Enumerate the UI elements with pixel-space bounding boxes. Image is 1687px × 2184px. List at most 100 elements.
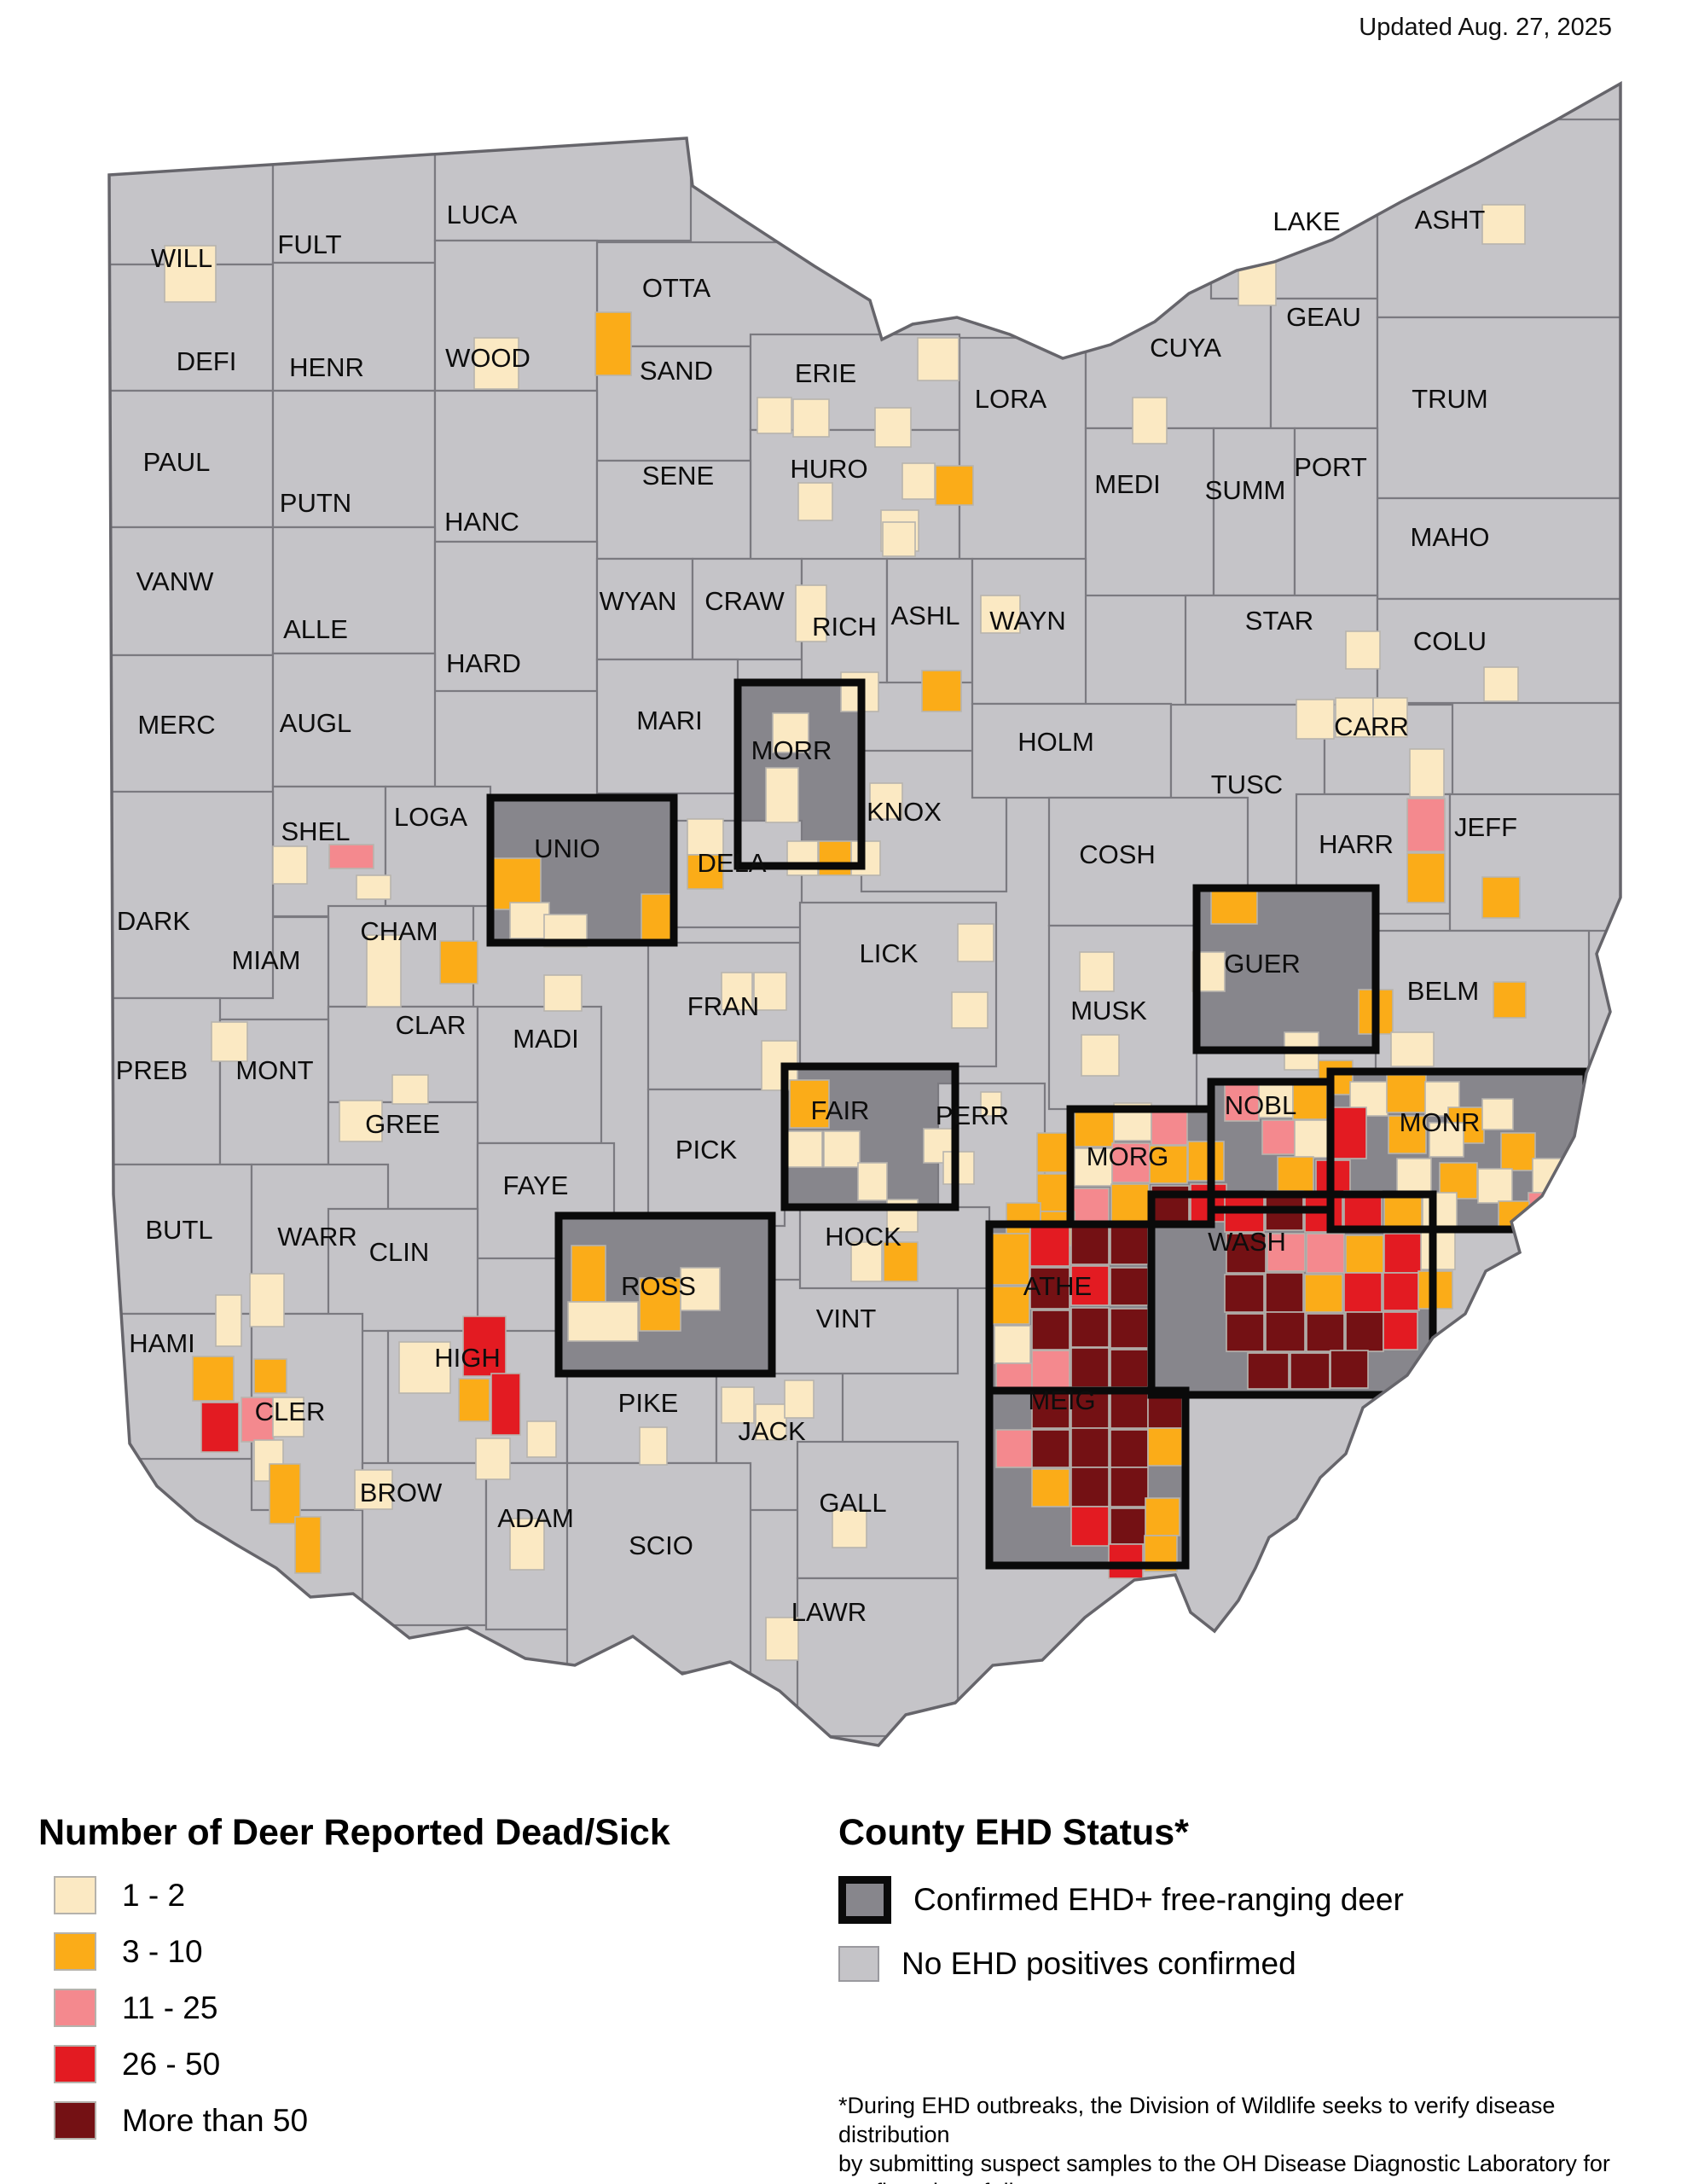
county-label-unio: UNIO bbox=[534, 834, 600, 863]
county-label-harr: HARR bbox=[1319, 829, 1394, 859]
report-mark bbox=[917, 337, 959, 381]
county-label-wood: WOOD bbox=[445, 343, 530, 373]
county-label-trum: TRUM bbox=[1412, 384, 1488, 414]
report-mark bbox=[1409, 748, 1445, 798]
report-mark bbox=[462, 1316, 507, 1377]
report-mark bbox=[594, 311, 632, 376]
report-mark bbox=[1481, 204, 1526, 245]
county-label-gree: GREE bbox=[365, 1109, 440, 1139]
county-shape-preb bbox=[109, 996, 222, 1166]
county-label-henr: HENR bbox=[289, 352, 364, 382]
report-mark bbox=[1226, 1233, 1267, 1274]
report-mark bbox=[823, 1130, 861, 1168]
county-label-wash: WASH bbox=[1208, 1227, 1286, 1257]
report-mark bbox=[1422, 1192, 1458, 1231]
county-label-adam: ADAM bbox=[497, 1503, 574, 1533]
report-mark bbox=[850, 840, 881, 876]
county-label-scio: SCIO bbox=[629, 1531, 693, 1560]
county-label-sene: SENE bbox=[642, 461, 714, 491]
report-mark bbox=[1110, 1349, 1149, 1388]
report-mark bbox=[1396, 1158, 1432, 1194]
county-label-high: HIGH bbox=[434, 1343, 501, 1373]
county-label-fran: FRAN bbox=[687, 991, 759, 1021]
report-mark bbox=[782, 1130, 823, 1168]
report-mark bbox=[1265, 1311, 1306, 1352]
report-mark bbox=[951, 991, 988, 1029]
report-mark bbox=[991, 1233, 1030, 1286]
report-mark bbox=[789, 1079, 830, 1129]
report-mark bbox=[1070, 1347, 1110, 1388]
report-mark bbox=[1429, 1122, 1464, 1158]
legend-count-swatch bbox=[54, 2045, 96, 2083]
county-label-loga: LOGA bbox=[394, 802, 467, 832]
county-label-miam: MIAM bbox=[232, 945, 301, 975]
footnote: *During EHD outbreaks, the Division of W… bbox=[838, 2092, 1657, 2184]
legend-status-item: No EHD positives confirmed bbox=[838, 1946, 1404, 1982]
county-label-alle: ALLE bbox=[283, 614, 348, 644]
legend-status-title: County EHD Status* bbox=[838, 1812, 1189, 1853]
report-mark bbox=[857, 1162, 888, 1201]
report-mark bbox=[757, 397, 792, 434]
legend-count-item: 11 - 25 bbox=[38, 1989, 670, 2027]
legend-count-label: 26 - 50 bbox=[122, 2046, 221, 2082]
county-shape-vint bbox=[770, 1278, 959, 1375]
county-label-augl: AUGL bbox=[280, 708, 351, 738]
county-label-putn: PUTN bbox=[280, 488, 351, 518]
county-label-dela: DELA bbox=[698, 848, 767, 878]
county-label-cuya: CUYA bbox=[1150, 333, 1221, 363]
report-mark bbox=[1406, 798, 1446, 852]
county-label-clar: CLAR bbox=[396, 1010, 467, 1040]
county-label-geau: GEAU bbox=[1286, 302, 1361, 332]
county-label-summ: SUMM bbox=[1205, 475, 1286, 505]
county-label-rich: RICH bbox=[812, 612, 877, 642]
county-label-lick: LICK bbox=[860, 938, 919, 968]
report-mark bbox=[1079, 951, 1115, 992]
report-mark bbox=[1036, 1173, 1072, 1212]
footnote-line: *During EHD outbreaks, the Division of W… bbox=[838, 2093, 1556, 2147]
updated-date: Updated Aug. 27, 2025 bbox=[1359, 14, 1612, 41]
report-mark bbox=[1070, 1467, 1110, 1507]
county-label-mari: MARI bbox=[636, 706, 703, 735]
county-shape-mari bbox=[595, 658, 739, 795]
confirmed-county-outline-wash bbox=[1147, 1190, 1437, 1399]
county-label-erie: ERIE bbox=[795, 358, 856, 388]
report-mark bbox=[543, 974, 583, 1012]
report-mark bbox=[1110, 1183, 1150, 1223]
report-mark bbox=[567, 1301, 639, 1342]
ohio-county-map: WILL FULT LUCA OTTA DEFI HENR WOOD SAND ERIE HURO… bbox=[107, 80, 1622, 1747]
legend-count-label: 1 - 2 bbox=[122, 1877, 186, 1913]
report-mark bbox=[391, 1074, 429, 1105]
confirmed-county-outline-meig bbox=[985, 1386, 1190, 1570]
county-label-morg: MORG bbox=[1087, 1141, 1168, 1171]
report-mark bbox=[1224, 1274, 1265, 1313]
legend-status-swatch bbox=[838, 1876, 891, 1924]
report-mark bbox=[1383, 1233, 1423, 1274]
report-mark bbox=[1258, 1079, 1294, 1118]
report-mark bbox=[687, 854, 724, 890]
confirmed-county-outline-unio bbox=[486, 793, 678, 947]
legend-status-label: No EHD positives confirmed bbox=[901, 1946, 1296, 1981]
report-mark bbox=[1345, 1234, 1384, 1274]
report-mark bbox=[901, 462, 936, 500]
county-label-athe: ATHE bbox=[1023, 1271, 1092, 1301]
report-mark bbox=[1390, 1031, 1435, 1067]
county-shape-craw bbox=[691, 557, 803, 661]
report-mark bbox=[639, 1277, 681, 1332]
report-mark bbox=[487, 857, 542, 910]
county-label-hami: HAMI bbox=[129, 1328, 195, 1358]
county-label-wayn: WAYN bbox=[989, 606, 1066, 636]
county-shape-alle bbox=[271, 526, 437, 655]
county-shape-madi bbox=[476, 1005, 603, 1145]
county-shape-jeff bbox=[1448, 793, 1620, 932]
report-mark bbox=[1081, 1034, 1120, 1077]
report-mark bbox=[641, 893, 676, 944]
report-mark bbox=[980, 595, 1021, 634]
county-shape-sene bbox=[595, 459, 752, 561]
legend-count-item: 26 - 50 bbox=[38, 2045, 670, 2083]
report-mark bbox=[980, 1091, 1002, 1117]
report-mark bbox=[1406, 852, 1446, 903]
county-shape-henr bbox=[271, 261, 437, 392]
report-mark bbox=[1483, 666, 1519, 702]
report-mark bbox=[1306, 1313, 1345, 1352]
